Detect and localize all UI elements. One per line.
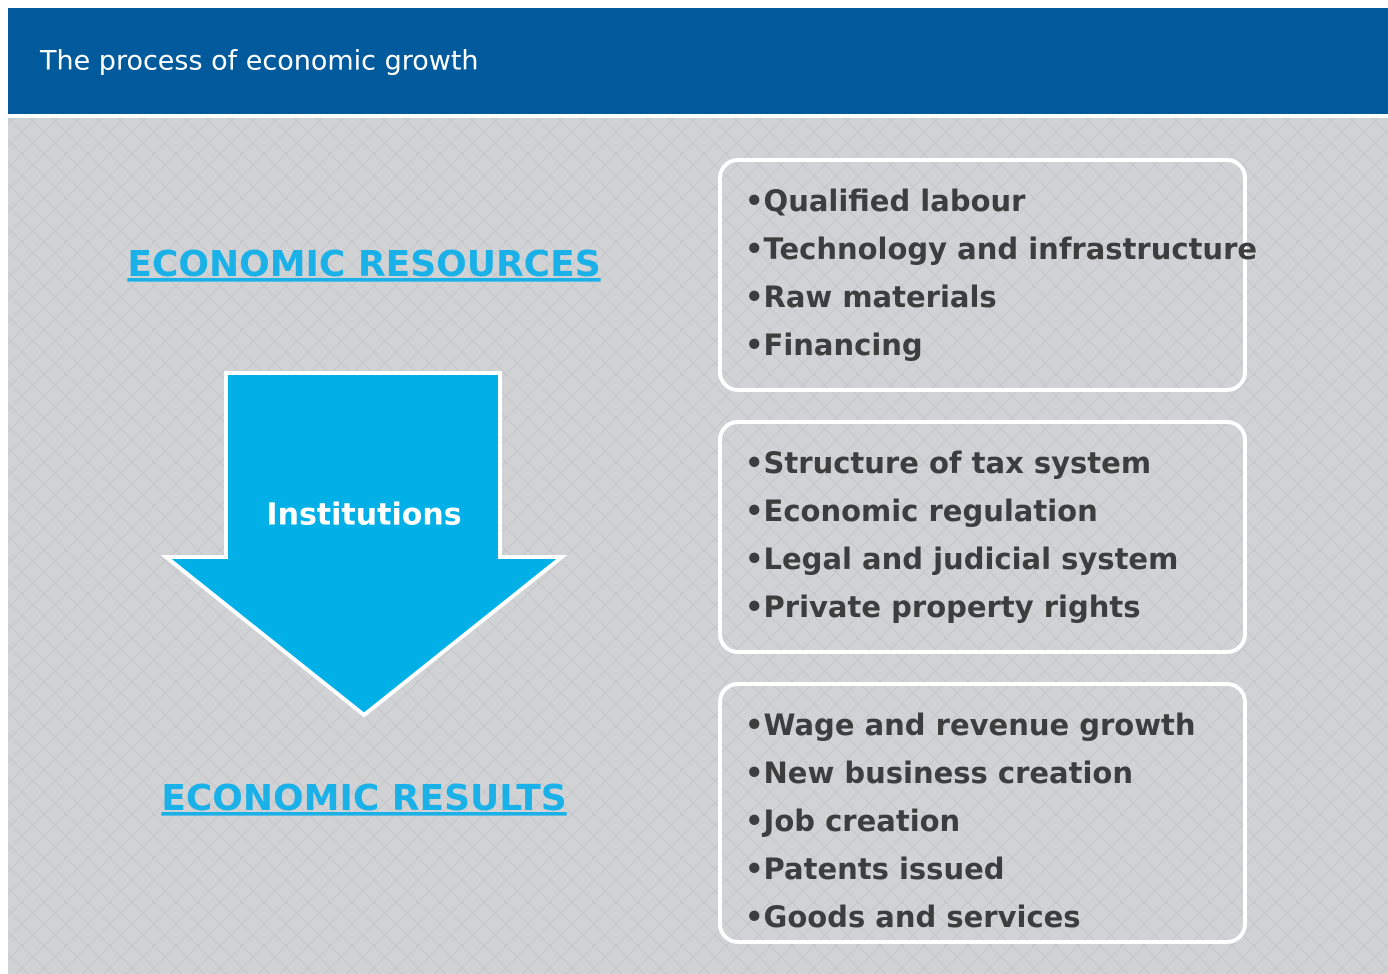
box-item: •Financing bbox=[745, 328, 923, 362]
box-item: •New business creation bbox=[745, 756, 1133, 790]
top-label: ECONOMIC RESOURCES bbox=[127, 244, 600, 285]
bottom-label: ECONOMIC RESULTS bbox=[161, 778, 566, 819]
box-item: •Technology and infrastructure bbox=[745, 232, 1257, 266]
box-item: •Goods and services bbox=[745, 900, 1081, 934]
info-box bbox=[718, 158, 1247, 392]
box-item: •Raw materials bbox=[745, 280, 997, 314]
header-bar bbox=[8, 8, 1388, 114]
arrow bbox=[160, 371, 568, 718]
box-item: •Structure of tax system bbox=[745, 446, 1151, 480]
box-item: •Patents issued bbox=[745, 852, 1005, 886]
box-item: •Economic regulation bbox=[745, 494, 1098, 528]
box-item: •Private property rights bbox=[745, 590, 1140, 624]
box-item: •Wage and revenue growth bbox=[745, 708, 1196, 742]
box-item: •Qualified labour bbox=[745, 184, 1026, 218]
header-title: The process of economic growth bbox=[39, 46, 479, 77]
arrow-label: Institutions bbox=[266, 498, 461, 533]
info-box bbox=[718, 682, 1247, 944]
box-item: •Job creation bbox=[745, 804, 960, 838]
box-item: •Legal and judicial system bbox=[745, 542, 1178, 576]
info-box bbox=[718, 420, 1247, 654]
